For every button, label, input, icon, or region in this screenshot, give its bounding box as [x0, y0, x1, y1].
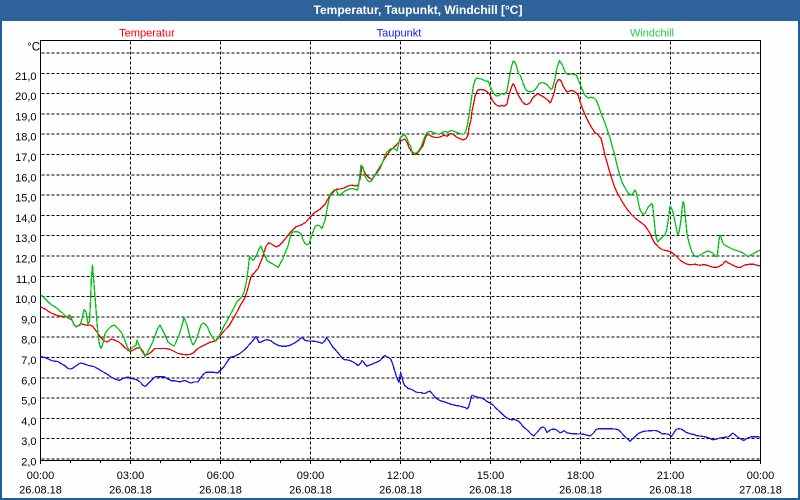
- svg-text:18:00: 18:00: [567, 470, 595, 482]
- svg-text:7,0: 7,0: [21, 355, 36, 367]
- svg-text:3,0: 3,0: [21, 436, 36, 448]
- svg-text:15,0: 15,0: [15, 193, 36, 205]
- svg-text:00:00: 00:00: [27, 470, 55, 482]
- svg-text:26.08.18: 26.08.18: [469, 485, 512, 497]
- svg-text:00:00: 00:00: [747, 470, 775, 482]
- svg-text:21:00: 21:00: [657, 470, 685, 482]
- svg-text:26.08.18: 26.08.18: [199, 485, 242, 497]
- svg-text:21,0: 21,0: [15, 71, 36, 83]
- svg-text:17,0: 17,0: [15, 152, 36, 164]
- svg-text:16,0: 16,0: [15, 172, 36, 184]
- svg-text:26.08.18: 26.08.18: [559, 485, 602, 497]
- svg-text:09:00: 09:00: [297, 470, 325, 482]
- svg-text:Temperatur, Taupunkt, Windchil: Temperatur, Taupunkt, Windchill [°C]: [314, 3, 523, 17]
- svg-text:12:00: 12:00: [387, 470, 415, 482]
- svg-text:13,0: 13,0: [15, 233, 36, 245]
- svg-text:20,0: 20,0: [15, 91, 36, 103]
- svg-text:26.08.18: 26.08.18: [379, 485, 422, 497]
- svg-text:15:00: 15:00: [477, 470, 505, 482]
- svg-text:Taupunkt: Taupunkt: [377, 28, 422, 40]
- svg-text:06:00: 06:00: [207, 470, 235, 482]
- svg-text:18,0: 18,0: [15, 132, 36, 144]
- svg-text:Temperatur: Temperatur: [119, 28, 175, 40]
- svg-text:14,0: 14,0: [15, 213, 36, 225]
- svg-text:26.08.18: 26.08.18: [289, 485, 332, 497]
- svg-text:2,0: 2,0: [21, 457, 36, 469]
- svg-text:26.08.18: 26.08.18: [19, 485, 62, 497]
- svg-text:11,0: 11,0: [16, 274, 37, 286]
- svg-text:27.08.18: 27.08.18: [739, 485, 782, 497]
- svg-text:8,0: 8,0: [21, 335, 36, 347]
- svg-text:9,0: 9,0: [21, 314, 36, 326]
- svg-text:10,0: 10,0: [15, 294, 36, 306]
- svg-text:5,0: 5,0: [21, 396, 36, 408]
- svg-text:4,0: 4,0: [21, 416, 36, 428]
- svg-text:°C: °C: [27, 42, 40, 54]
- svg-text:26.08.18: 26.08.18: [649, 485, 692, 497]
- svg-text:6,0: 6,0: [21, 375, 36, 387]
- svg-text:12,0: 12,0: [15, 254, 36, 266]
- svg-text:Windchill: Windchill: [630, 28, 674, 40]
- svg-text:03:00: 03:00: [117, 470, 145, 482]
- svg-text:19,0: 19,0: [15, 111, 36, 123]
- svg-text:26.08.18: 26.08.18: [109, 485, 152, 497]
